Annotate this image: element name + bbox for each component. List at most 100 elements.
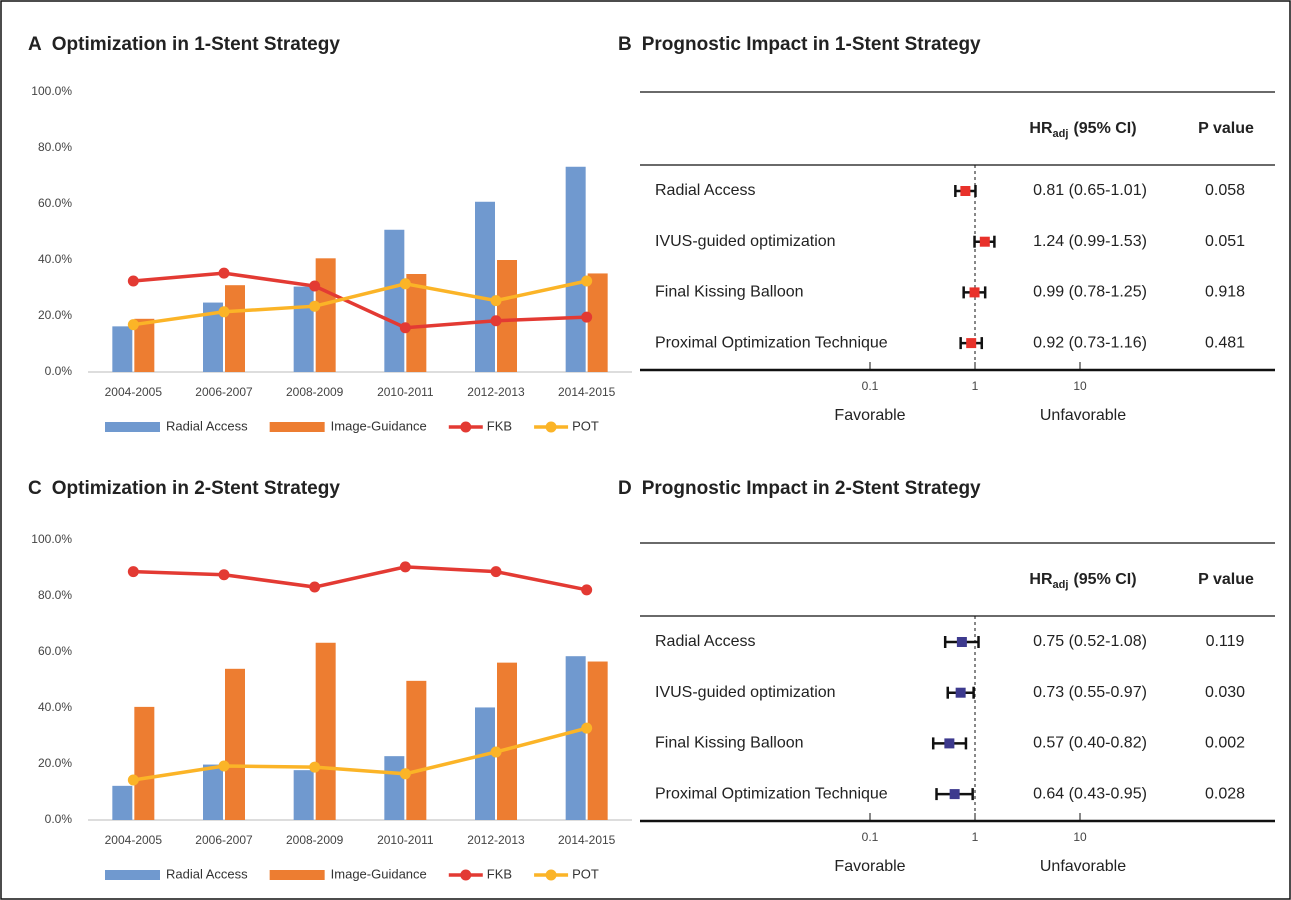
x-tick-label: 2012-2013	[467, 385, 525, 399]
bar	[406, 274, 427, 372]
left-label: Favorable	[834, 858, 905, 875]
point	[399, 322, 411, 334]
hr-label: 0.57 (0.40-0.82)	[1033, 735, 1147, 752]
legend-label: FKB	[487, 866, 512, 881]
bar	[384, 756, 405, 820]
point	[309, 280, 321, 292]
panel-title-text: Prognostic Impact in 2-Stent Strategy	[642, 478, 981, 499]
point	[581, 722, 593, 734]
row-label: Final Kissing Balloon	[655, 284, 804, 301]
y-tick-label: 60.0%	[38, 644, 72, 658]
p-value: 0.028	[1205, 785, 1245, 802]
panel-title-text: Optimization in 1-Stent Strategy	[52, 34, 341, 55]
x-tick-label: 2010-2011	[377, 385, 434, 399]
row-label: Proximal Optimization Technique	[655, 334, 888, 351]
bar	[565, 656, 586, 820]
hr-label: 0.75 (0.52-1.08)	[1033, 633, 1147, 650]
row-label: IVUS-guided optimization	[655, 233, 836, 250]
panel-letter: A	[28, 34, 42, 55]
x-tick-label: 2014-2015	[558, 385, 616, 399]
hr-label: 0.92 (0.73-1.16)	[1033, 334, 1147, 351]
x-tick-label: 2004-2005	[105, 385, 163, 399]
y-tick-label: 60.0%	[38, 196, 72, 210]
hr-header-sub: adj	[1053, 128, 1069, 140]
legend-label: FKB	[487, 418, 512, 433]
x-tick-label: 2008-2009	[286, 833, 344, 847]
row-label: Final Kissing Balloon	[655, 735, 804, 752]
hr-label: 0.99 (0.78-1.25)	[1033, 284, 1147, 301]
panel-letter: D	[618, 478, 632, 499]
hr-header-main: HR	[1029, 120, 1053, 137]
line	[133, 279, 588, 327]
bar	[565, 166, 586, 372]
bar	[497, 260, 517, 372]
point	[399, 278, 411, 290]
legend-swatch	[269, 422, 325, 432]
point	[581, 311, 593, 323]
legend-swatch	[460, 869, 472, 881]
hr-label: 0.81 (0.65-1.01)	[1033, 182, 1147, 199]
legend-label: POT	[572, 866, 599, 881]
legend-swatch	[460, 421, 472, 433]
x-tick-label: 2014-2015	[558, 833, 616, 847]
legend-swatch	[545, 421, 557, 433]
hr-header-suffix: (95% CI)	[1073, 571, 1136, 588]
hr-header: HRadj (95% CI)	[1029, 120, 1136, 140]
right-label: Unfavorable	[1040, 858, 1126, 875]
point	[127, 774, 139, 786]
y-tick-label: 80.0%	[38, 140, 72, 154]
bar	[406, 680, 427, 820]
panel-title: D Prognostic Impact in 2-Stent Strategy	[618, 478, 981, 499]
bar	[293, 770, 314, 820]
line	[133, 565, 588, 592]
hr-point	[944, 738, 955, 749]
line	[133, 271, 587, 330]
y-tick-label: 0.0%	[45, 364, 73, 378]
panel-title-text: Prognostic Impact in 1-Stent Strategy	[642, 34, 981, 55]
y-tick-label: 40.0%	[38, 252, 72, 266]
hr-point	[956, 637, 967, 647]
bar	[203, 302, 223, 372]
y-tick-label: 100.0%	[31, 84, 72, 98]
hr-label: 1.24 (0.99-1.53)	[1033, 233, 1147, 250]
hr-header-sub: adj	[1053, 579, 1069, 591]
bar	[587, 273, 608, 372]
point	[309, 300, 321, 312]
x-tick-label: 1	[972, 830, 979, 844]
point	[399, 561, 411, 573]
p-value: 0.030	[1205, 684, 1245, 701]
x-tick-label: 10	[1073, 379, 1087, 393]
hr-label: 0.73 (0.55-0.97)	[1033, 684, 1147, 701]
p-value: 0.058	[1205, 182, 1245, 199]
bar	[203, 764, 223, 820]
left-label: Favorable	[834, 407, 905, 424]
bar	[315, 642, 336, 820]
panel-title: C Optimization in 2-Stent Strategy	[28, 478, 340, 499]
point	[490, 315, 502, 327]
bar	[475, 201, 495, 372]
point	[127, 275, 139, 287]
x-tick-label: 2010-2011	[377, 833, 434, 847]
point	[490, 566, 502, 578]
p-value: 0.051	[1205, 233, 1245, 250]
x-tick-label: 2006-2007	[195, 833, 253, 847]
bar	[497, 662, 517, 820]
point	[309, 581, 321, 593]
legend-label: Radial Access	[166, 866, 248, 881]
hr-point	[949, 789, 960, 800]
bar	[475, 707, 495, 820]
point	[218, 760, 230, 772]
point	[309, 761, 321, 773]
line	[133, 726, 588, 782]
panel-title-text: Optimization in 2-Stent Strategy	[52, 478, 341, 499]
p-value: 0.481	[1205, 334, 1245, 351]
x-tick-label: 0.1	[862, 830, 879, 844]
y-tick-label: 40.0%	[38, 700, 72, 714]
row-label: IVUS-guided optimization	[655, 684, 836, 701]
p-header: P value	[1198, 571, 1254, 588]
row-label: Radial Access	[655, 633, 756, 650]
p-value: 0.002	[1205, 735, 1245, 752]
legend-swatch	[105, 870, 160, 880]
legend-label: POT	[572, 418, 599, 433]
